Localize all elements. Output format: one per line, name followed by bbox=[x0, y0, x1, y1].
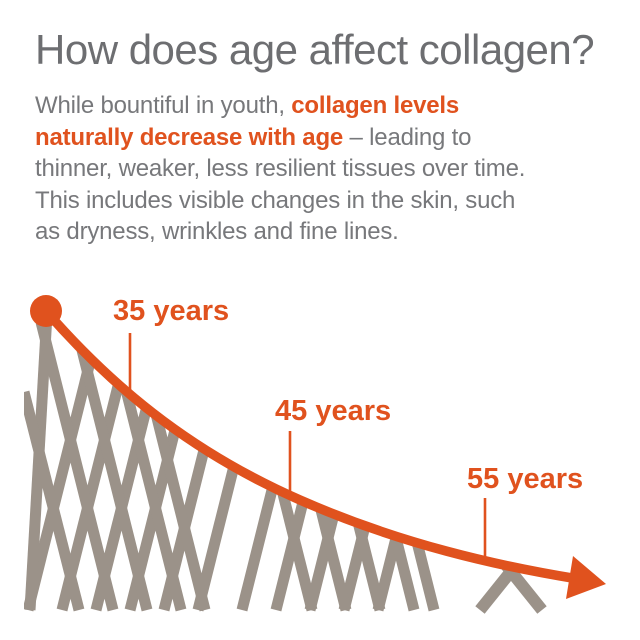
collagen-fiber bbox=[484, 540, 547, 614]
curve-arrowhead-icon bbox=[566, 556, 606, 599]
collagen-fiber bbox=[66, 308, 153, 612]
label-45-years: 45 years bbox=[275, 395, 391, 427]
label-35-years: 35 years bbox=[113, 295, 229, 327]
intro-text-emphasis: naturally decrease with age bbox=[35, 123, 344, 151]
intro-text: While bountiful in youth, bbox=[35, 92, 292, 119]
collagen-fiber bbox=[372, 308, 459, 612]
intro-paragraph: While bountiful in youth, collagen level… bbox=[35, 90, 625, 248]
fiber-clusters bbox=[24, 308, 547, 614]
intro-text: as dryness, wrinkles and fine lines. bbox=[35, 218, 399, 245]
label-55-years: 55 years bbox=[467, 463, 583, 495]
fiber-cluster-medium bbox=[231, 308, 459, 612]
intro-line: thinner, weaker, less resilient tissues … bbox=[35, 153, 625, 185]
decline-curve bbox=[42, 307, 579, 584]
intro-text: thinner, weaker, less resilient tissues … bbox=[35, 155, 526, 182]
intro-line: as dryness, wrinkles and fine lines. bbox=[35, 216, 625, 248]
intro-text: This includes visible changes in the ski… bbox=[35, 186, 516, 214]
page-title: How does age affect collagen? bbox=[35, 26, 595, 73]
collagen-fiber bbox=[475, 540, 538, 614]
collagen-fiber bbox=[24, 390, 85, 612]
intro-text-emphasis: collagen levels bbox=[291, 92, 460, 119]
intro-line: This includes visible changes in the ski… bbox=[35, 185, 625, 217]
intro-line: While bountiful in youth, collagen level… bbox=[35, 90, 625, 122]
fiber-cluster-dense bbox=[24, 308, 279, 612]
collagen-fiber bbox=[192, 308, 279, 612]
intro-line: naturally decrease with age – leading to bbox=[35, 122, 625, 154]
intro-text: – leading to bbox=[343, 123, 472, 151]
curve-start-dot bbox=[30, 295, 62, 327]
collagen-fiber bbox=[32, 308, 119, 612]
fiber-cluster-sparse bbox=[475, 540, 547, 614]
